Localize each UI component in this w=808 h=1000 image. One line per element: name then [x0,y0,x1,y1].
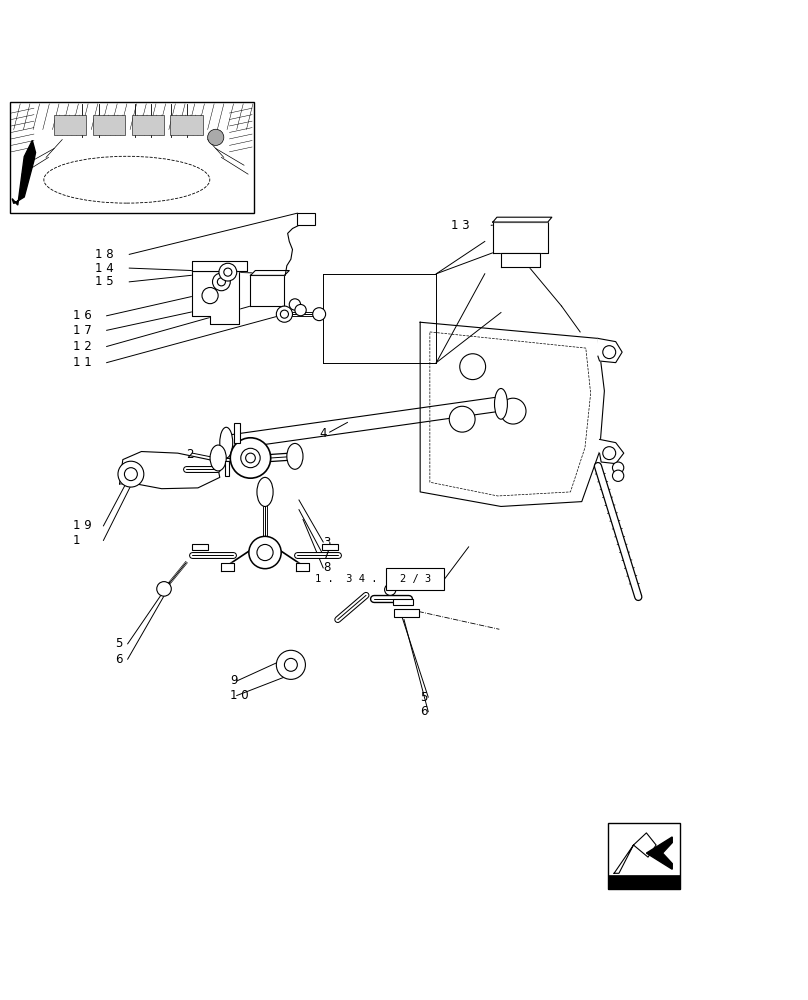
Polygon shape [501,253,540,267]
Bar [192,544,208,550]
Polygon shape [296,563,309,571]
Circle shape [249,536,281,569]
Polygon shape [646,837,672,869]
Text: 1 2: 1 2 [73,340,91,353]
Ellipse shape [220,427,233,458]
Bar [225,461,229,476]
Text: 2: 2 [186,448,193,461]
Text: 1 5: 1 5 [95,275,114,288]
Polygon shape [250,275,284,306]
Circle shape [603,447,616,460]
Circle shape [202,287,218,304]
Text: 8: 8 [323,561,330,574]
Ellipse shape [494,388,507,419]
Circle shape [224,268,232,276]
Circle shape [449,406,475,432]
Circle shape [276,650,305,679]
Circle shape [276,306,292,322]
Circle shape [208,129,224,145]
Text: 1 6: 1 6 [73,309,91,322]
Polygon shape [192,261,247,271]
Polygon shape [493,217,552,222]
Circle shape [217,278,225,286]
Polygon shape [600,439,624,464]
Circle shape [280,310,288,318]
Bar [386,568,444,590]
Circle shape [295,304,306,316]
Text: 6: 6 [420,705,427,718]
Text: 1 1: 1 1 [73,356,91,369]
Text: 1 4: 1 4 [95,262,114,275]
Polygon shape [420,322,604,506]
Ellipse shape [230,438,271,478]
Circle shape [118,461,144,487]
Text: 2 / 3: 2 / 3 [400,574,431,584]
Circle shape [385,584,396,595]
Polygon shape [250,271,289,275]
Circle shape [124,468,137,481]
Polygon shape [120,461,149,483]
Text: 5: 5 [420,691,427,704]
Bar [10,102,254,213]
Text: 1 7: 1 7 [73,324,91,337]
Circle shape [213,273,230,291]
Text: 7: 7 [323,548,330,561]
Text: 1: 1 [73,534,80,547]
Circle shape [241,448,260,468]
Circle shape [612,462,624,473]
Circle shape [500,398,526,424]
Circle shape [460,354,486,380]
Text: 1 0: 1 0 [230,689,249,702]
Bar [394,609,419,617]
Circle shape [257,544,273,561]
Ellipse shape [257,477,273,506]
Bar [608,823,680,889]
Circle shape [612,470,624,481]
Ellipse shape [210,445,226,471]
Bar [93,115,125,135]
Text: 3: 3 [323,536,330,549]
Circle shape [157,582,171,596]
Polygon shape [226,397,501,450]
Circle shape [246,453,255,463]
Bar [608,875,680,889]
Bar [297,213,315,225]
Circle shape [313,308,326,321]
Text: 1 .  3 4 .: 1 . 3 4 . [315,574,377,584]
Polygon shape [221,563,234,571]
Polygon shape [598,338,622,363]
Bar [54,115,86,135]
Bar [322,544,338,550]
Circle shape [284,658,297,671]
Text: 6: 6 [115,653,122,666]
Circle shape [289,299,301,310]
Polygon shape [120,452,220,489]
Polygon shape [614,833,656,873]
Text: 9: 9 [230,674,238,687]
Bar [393,599,413,605]
Circle shape [603,346,616,359]
Text: 1 9: 1 9 [73,519,91,532]
Polygon shape [12,140,36,205]
Circle shape [219,263,237,281]
Text: 4: 4 [319,427,326,440]
Text: 1 8: 1 8 [95,248,114,261]
Bar [132,115,164,135]
Text: 5: 5 [115,637,122,650]
Bar [234,423,240,443]
Ellipse shape [287,443,303,469]
Polygon shape [493,222,548,253]
Text: 1 3: 1 3 [451,219,469,232]
Polygon shape [192,271,239,324]
Bar [170,115,203,135]
